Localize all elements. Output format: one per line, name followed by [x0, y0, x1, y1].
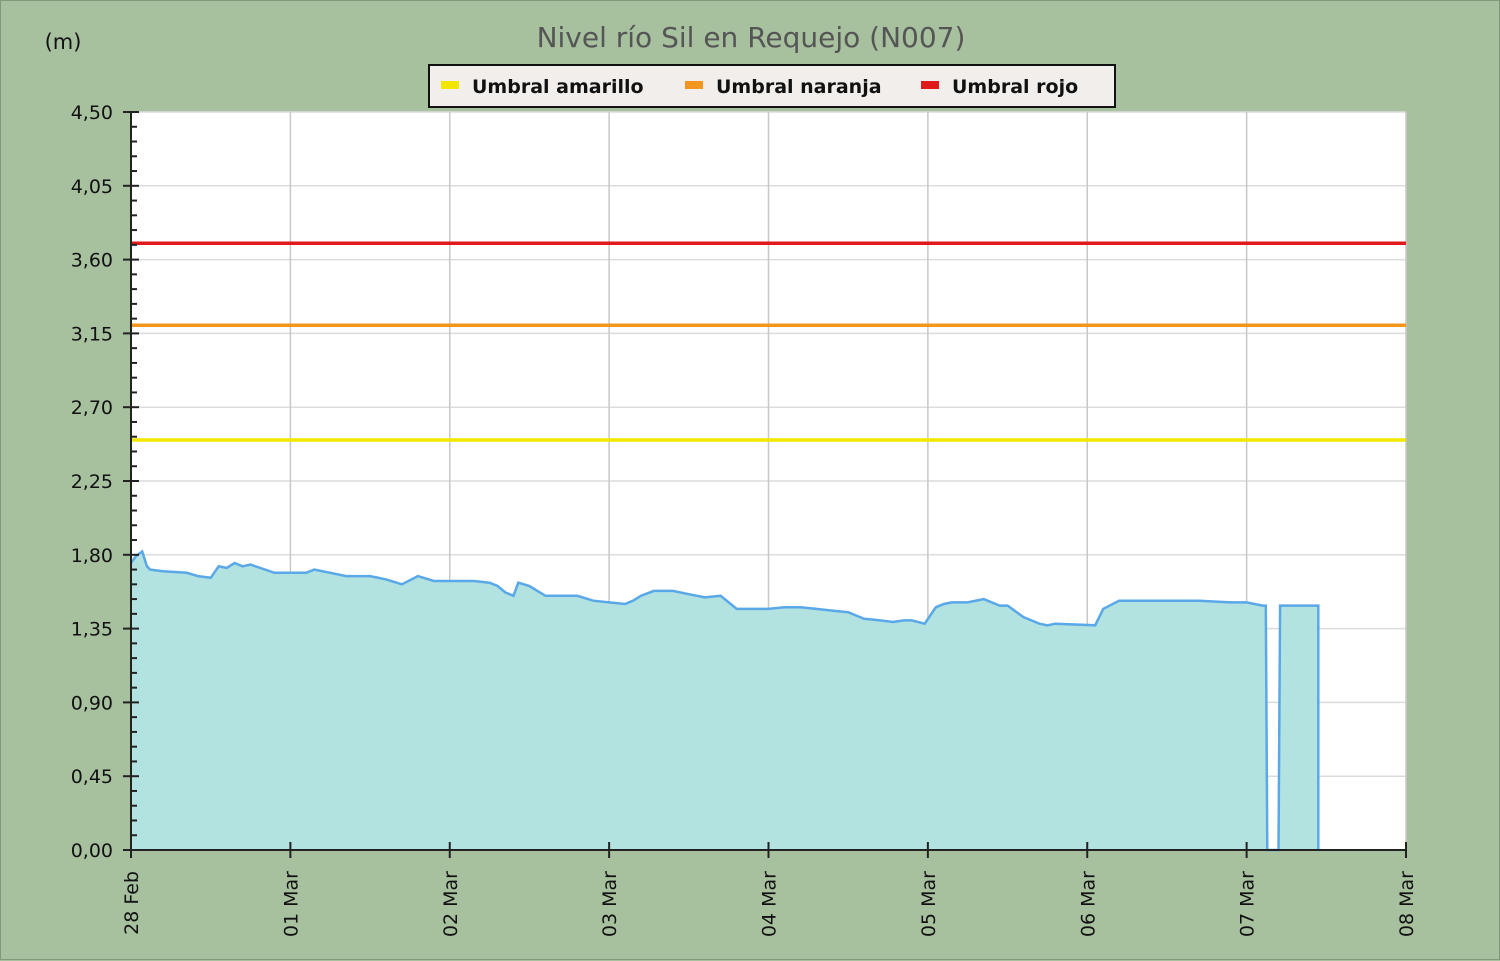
y-tick-label: 0,45 — [71, 766, 113, 788]
chart-title: Nivel río Sil en Requejo (N007) — [537, 21, 966, 54]
legend-swatch — [685, 81, 703, 89]
series-area — [131, 551, 1319, 850]
x-tick-label: 02 Mar — [440, 871, 462, 937]
legend-label: Umbral naranja — [716, 76, 882, 98]
legend: Umbral amarillo Umbral naranja Umbral rojo — [428, 64, 1116, 108]
y-tick-label: 4,05 — [71, 176, 113, 198]
y-tick-label: 0,90 — [71, 692, 113, 714]
x-tick-label: 01 Mar — [280, 871, 302, 937]
series-layer — [129, 549, 1320, 852]
x-tick-label: 07 Mar — [1237, 871, 1259, 937]
legend-label: Umbral rojo — [952, 76, 1078, 98]
x-tick-label: 28 Feb — [121, 871, 143, 935]
legend-box — [428, 64, 1116, 108]
x-tick-label: 05 Mar — [918, 871, 940, 937]
x-tick-label: 06 Mar — [1077, 871, 1099, 937]
x-axis: 28 Feb 01 Mar 02 Mar 03 Mar 04 Mar 05 Mar 06 M… — [121, 842, 1418, 937]
x-tick-label: 04 Mar — [759, 871, 781, 937]
y-axis-unit-label: (m) — [45, 30, 82, 54]
legend-swatch — [921, 81, 939, 89]
y-tick-label: 2,70 — [71, 397, 113, 419]
threshold-layer — [131, 241, 1406, 442]
y-axis: 0,00 0,45 0,90 1,35 1,80 2,25 2,70 3,15 3,60 4,05… — [71, 102, 139, 862]
legend-label: Umbral amarillo — [472, 76, 644, 98]
y-tick-label: 0,00 — [71, 840, 113, 862]
y-tick-label: 4,50 — [71, 102, 113, 124]
legend-swatch — [441, 81, 459, 89]
y-tick-label: 2,25 — [71, 471, 113, 493]
x-tick-label: 03 Mar — [599, 871, 621, 937]
x-tick-label: 08 Mar — [1396, 871, 1418, 937]
y-tick-label: 1,35 — [71, 619, 113, 641]
y-tick-label: 1,80 — [71, 545, 113, 567]
y-tick-label: 3,15 — [71, 323, 113, 345]
series-line — [129, 549, 1320, 852]
y-tick-label: 3,60 — [71, 250, 113, 272]
